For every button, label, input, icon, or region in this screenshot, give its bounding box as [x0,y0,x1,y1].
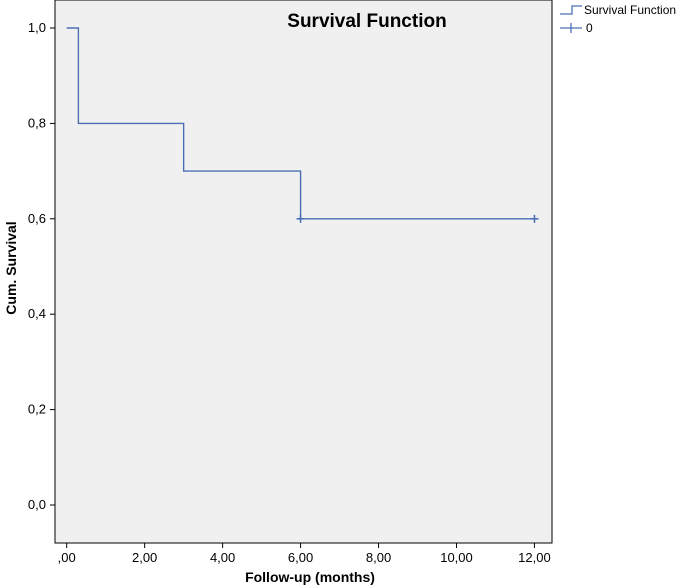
y-tick-label: 0,0 [28,497,46,512]
x-tick-label: 12,00 [518,550,551,565]
x-tick-label: 6,00 [288,550,313,565]
x-tick-label: 8,00 [366,550,391,565]
series-layer [66,27,535,220]
plot-area [54,0,553,544]
x-axis-title: Follow-up (months) [245,569,375,585]
y-tick-label: 1,0 [28,20,46,35]
chart-title: Survival Function [287,11,446,32]
x-tick-label: 4,00 [210,550,235,565]
y-tick-label: 0,8 [28,115,46,130]
x-tick-label: 10,00 [440,550,473,565]
y-tick-label: 0,6 [28,211,46,226]
y-tick-label: 0,4 [28,306,46,321]
x-tick-label: 2,00 [132,550,157,565]
censor-mark [530,214,539,223]
y-tick-label: 0,2 [28,402,46,417]
survival-step-line [66,27,535,220]
legend: Survival Function 0 [560,3,676,35]
legend-censor-icon [560,23,582,33]
censor-marks [296,214,539,223]
y-axis-title: Cum. Survival [3,221,19,314]
y-axis: 0,0 0,2 0,4 0,6 0,8 1,0 [28,20,55,512]
legend-label-censored: 0 [586,21,593,35]
x-axis: ,00 2,00 4,00 6,00 8,00 10,00 12,00 [58,543,551,565]
censor-mark [296,214,305,223]
legend-step-line-icon [560,5,582,15]
x-tick-label: ,00 [58,550,76,565]
legend-label-survival: Survival Function [584,3,676,17]
